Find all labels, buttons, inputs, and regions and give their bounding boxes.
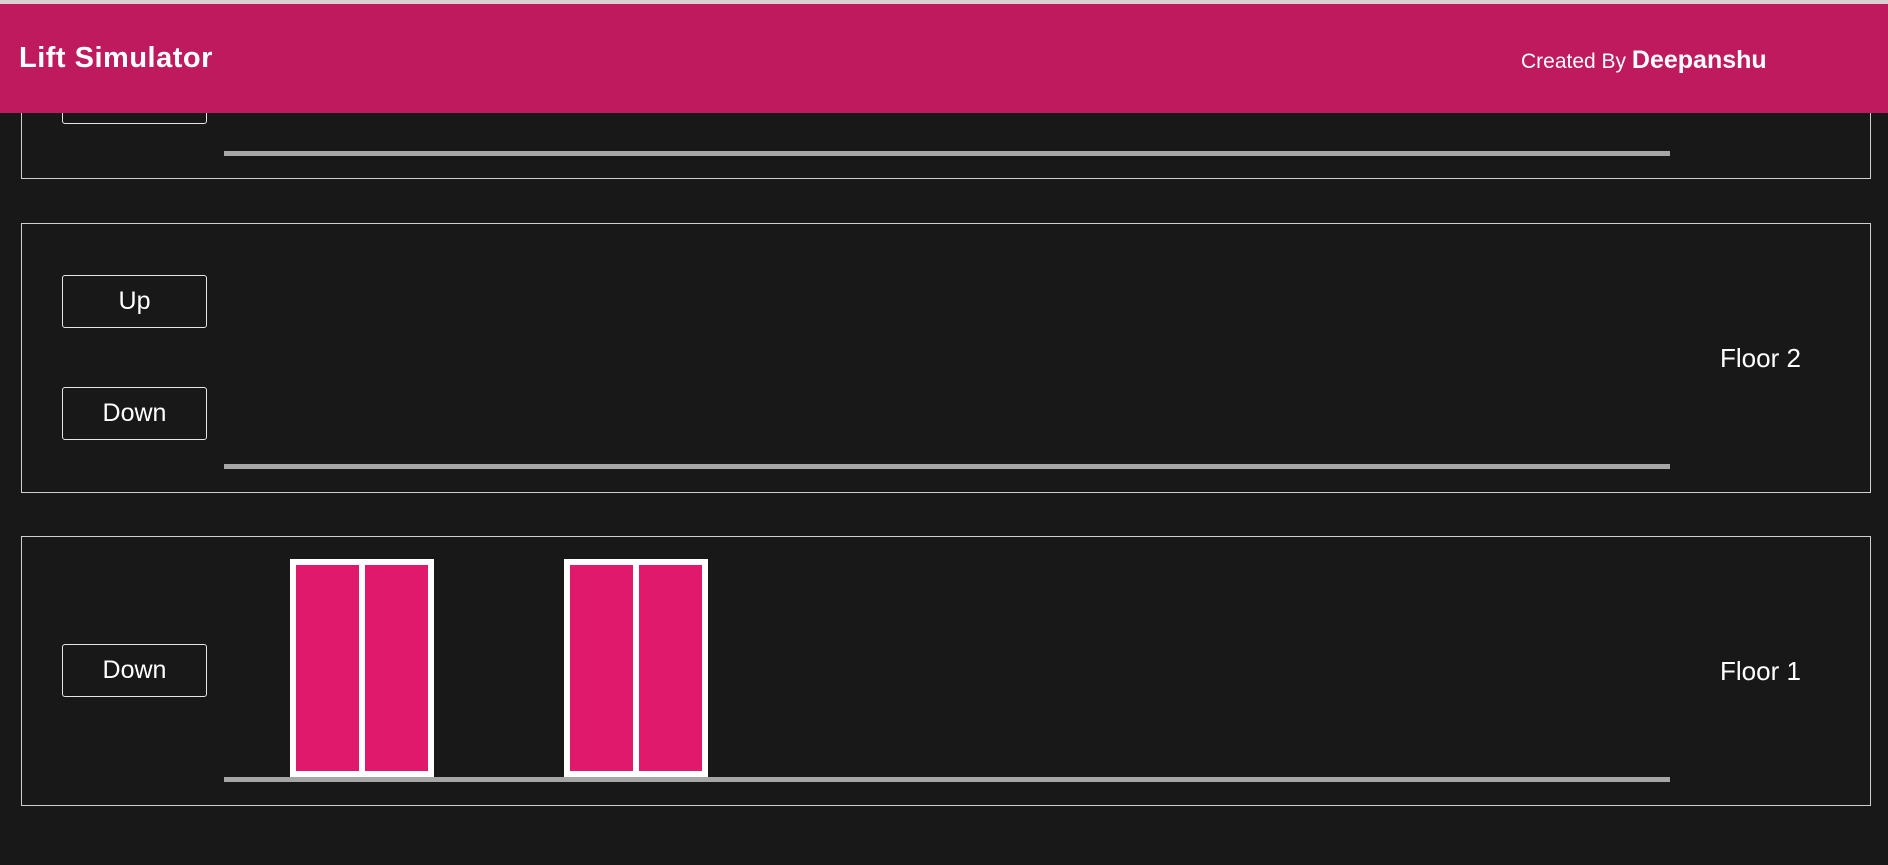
lift-1-left-door <box>296 565 359 771</box>
app-header: Lift Simulator Created By Deepanshu <box>0 4 1888 113</box>
credit-prefix: Created By <box>1521 50 1627 73</box>
floor-2-up-button[interactable]: Up <box>62 275 207 328</box>
floor-2-down-button[interactable]: Down <box>62 387 207 440</box>
lift-1-right-door <box>365 565 428 771</box>
floor-1-label: Floor 1 <box>1720 656 1801 686</box>
floor-1-down-button[interactable]: Down <box>62 644 207 697</box>
lift-2-left-door <box>570 565 633 771</box>
floor-1-rail <box>224 777 1670 782</box>
lift-2 <box>564 559 708 777</box>
floor-3-rail <box>224 151 1670 156</box>
floor-2-label: Floor 2 <box>1720 343 1801 373</box>
credit-line: Created By Deepanshu <box>1521 46 1767 75</box>
floor-1: Down Floor 1 <box>21 536 1871 806</box>
floor-2-rail <box>224 464 1670 469</box>
floor-2: Up Down Floor 2 <box>21 223 1871 493</box>
lift-1 <box>290 559 434 777</box>
browser-top-edge <box>0 0 1888 4</box>
author-name: Deepanshu <box>1631 46 1767 74</box>
lift-2-right-door <box>639 565 702 771</box>
app-title: Lift Simulator <box>19 42 213 74</box>
